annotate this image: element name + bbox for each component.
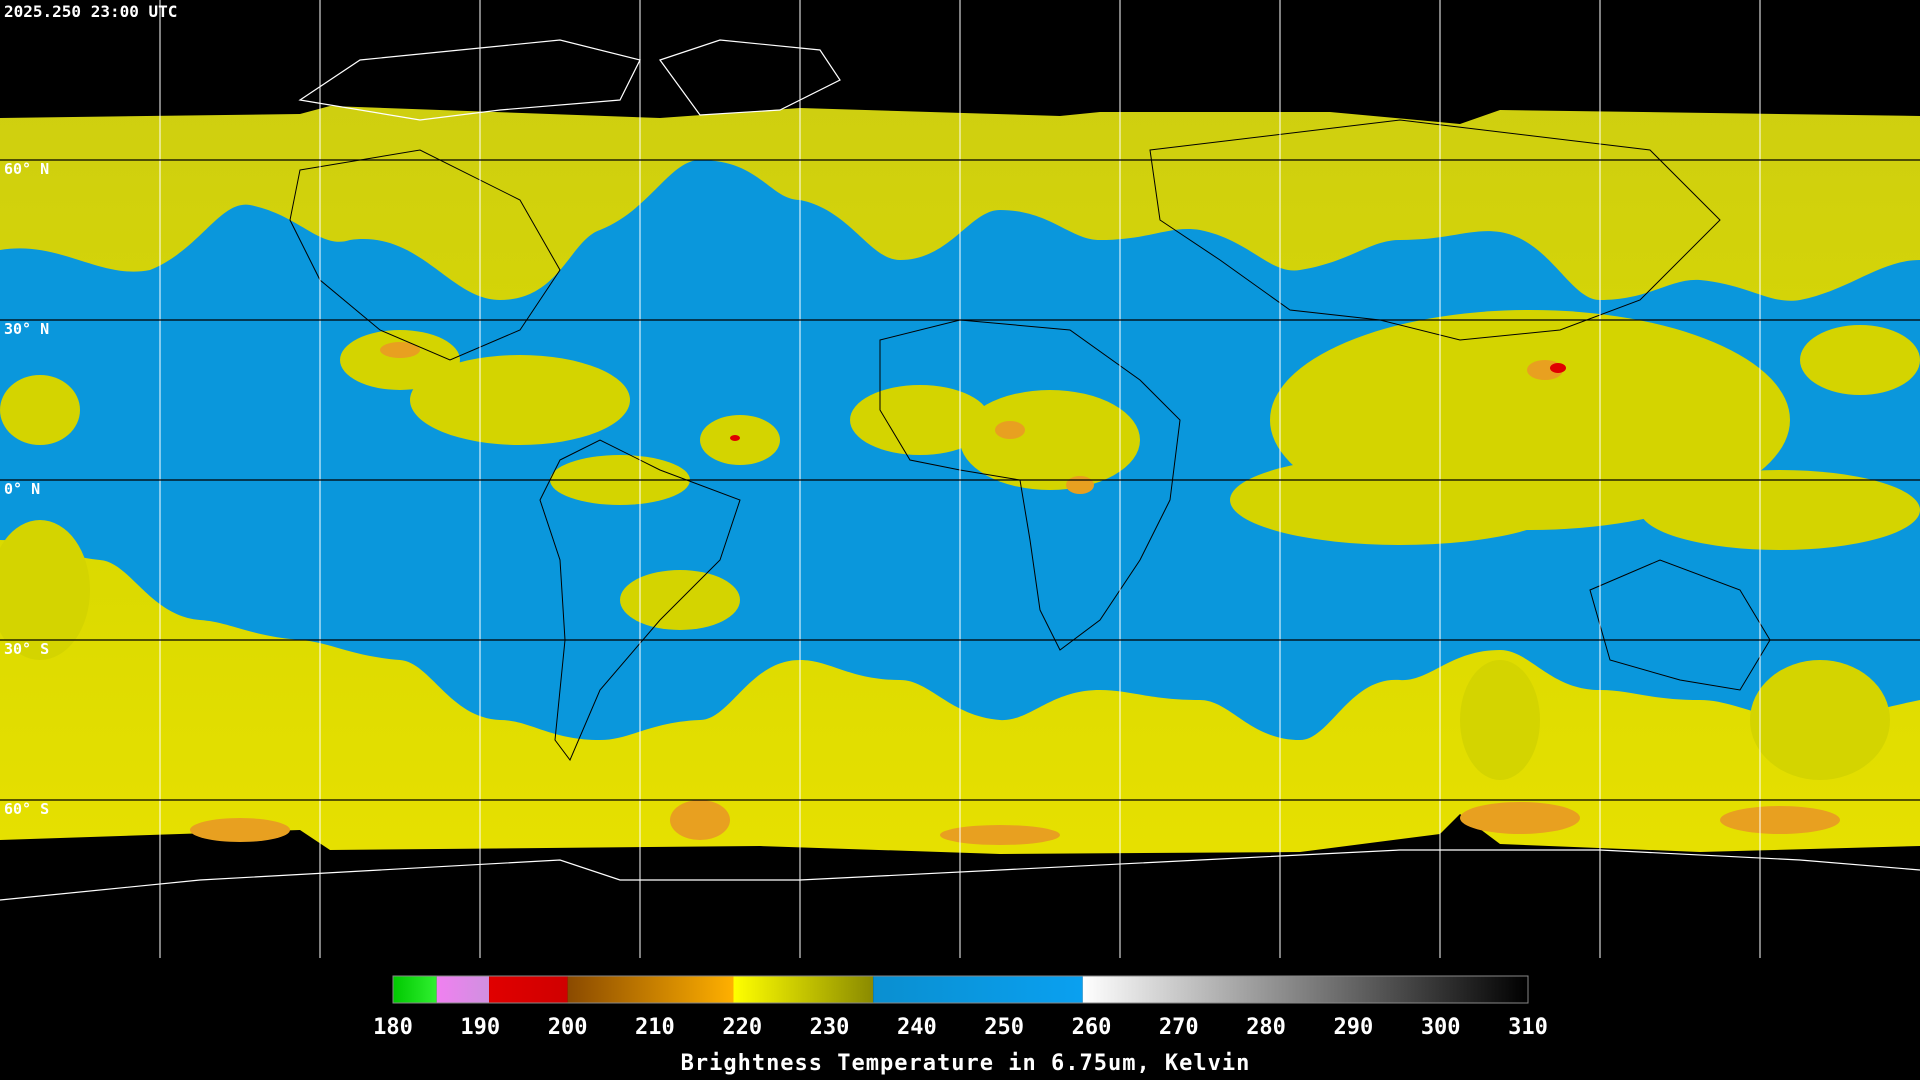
colorbar-tick-label: 280 xyxy=(1246,1015,1286,1040)
colorbar-tick-label: 220 xyxy=(722,1015,762,1040)
graticule xyxy=(159,0,1761,958)
latitude-label: 60° S xyxy=(4,800,49,818)
latitude-label: 30° S xyxy=(4,640,49,658)
convection xyxy=(0,310,1920,780)
colorbar-frame xyxy=(392,975,1529,1004)
colorbar-segment xyxy=(489,976,568,1003)
colorbar-tick-label: 300 xyxy=(1421,1015,1461,1040)
colorbar-segment xyxy=(393,976,437,1003)
colorbar-title: Brightness Temperature in 6.75um, Kelvin xyxy=(681,1051,1251,1076)
coldest-tops xyxy=(730,363,1566,441)
colorbar-segment xyxy=(436,976,490,1003)
colorbar-tick-label: 270 xyxy=(1159,1015,1199,1040)
colorbar-tick-label: 190 xyxy=(460,1015,500,1040)
colorbar-tick-label: 240 xyxy=(897,1015,937,1040)
colorbar-tick-label: 260 xyxy=(1072,1015,1112,1040)
colorbar-segment xyxy=(733,976,874,1003)
colorbar-tick-label: 200 xyxy=(548,1015,588,1040)
colorbar-tick-label: 310 xyxy=(1508,1015,1548,1040)
latitude-label: 0° N xyxy=(4,480,40,498)
latitude-label: 30° N xyxy=(4,320,49,338)
colorbar-tick-label: 230 xyxy=(810,1015,850,1040)
coastlines xyxy=(289,119,1771,761)
colorbar-tick-label: 180 xyxy=(373,1015,413,1040)
colorbar-tick-label: 250 xyxy=(984,1015,1024,1040)
timestamp: 2025.250 23:00 UTC xyxy=(4,2,177,21)
latitude-label: 60° N xyxy=(4,160,49,178)
colorbar-segment xyxy=(873,976,1083,1003)
colorbar-segment xyxy=(567,976,734,1003)
colorbar-tick-label: 210 xyxy=(635,1015,675,1040)
colorbar-tick-label: 290 xyxy=(1334,1015,1374,1040)
colorbar-segment xyxy=(1082,976,1528,1003)
cold-tops xyxy=(190,342,1840,845)
